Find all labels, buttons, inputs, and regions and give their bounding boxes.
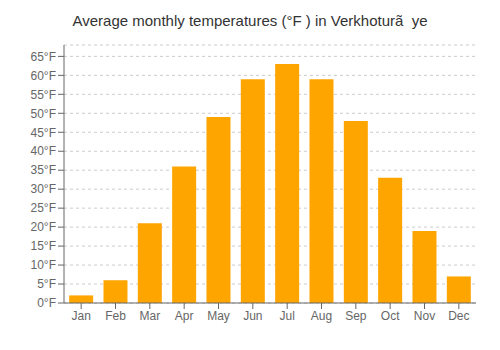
svg-text:20°F: 20°F: [31, 220, 56, 234]
svg-text:Sep: Sep: [345, 309, 367, 323]
svg-text:10°F: 10°F: [31, 258, 56, 272]
svg-text:40°F: 40°F: [31, 144, 56, 158]
svg-text:Jan: Jan: [71, 309, 90, 323]
svg-text:Aug: Aug: [311, 309, 332, 323]
svg-text:55°F: 55°F: [31, 88, 56, 102]
svg-text:Jun: Jun: [243, 309, 262, 323]
svg-text:60°F: 60°F: [31, 69, 56, 83]
svg-text:15°F: 15°F: [31, 239, 56, 253]
svg-text:May: May: [207, 309, 230, 323]
svg-text:35°F: 35°F: [31, 163, 56, 177]
svg-text:65°F: 65°F: [31, 50, 56, 64]
svg-text:45°F: 45°F: [31, 126, 56, 140]
svg-text:0°F: 0°F: [37, 296, 56, 310]
svg-text:Oct: Oct: [381, 309, 400, 323]
svg-text:25°F: 25°F: [31, 201, 56, 215]
svg-text:Mar: Mar: [139, 309, 160, 323]
svg-text:Nov: Nov: [414, 309, 435, 323]
svg-text:Feb: Feb: [105, 309, 126, 323]
html-text:Average monthly temperatures (: Average monthly temperatures (°F ) in Ve…: [72, 12, 428, 29]
svg-text:Apr: Apr: [175, 309, 194, 323]
svg-text:Jul: Jul: [279, 309, 294, 323]
svg-text:Dec: Dec: [448, 309, 469, 323]
svg-text:30°F: 30°F: [31, 182, 56, 196]
svg-text:5°F: 5°F: [37, 277, 56, 291]
svg-text:50°F: 50°F: [31, 107, 56, 121]
